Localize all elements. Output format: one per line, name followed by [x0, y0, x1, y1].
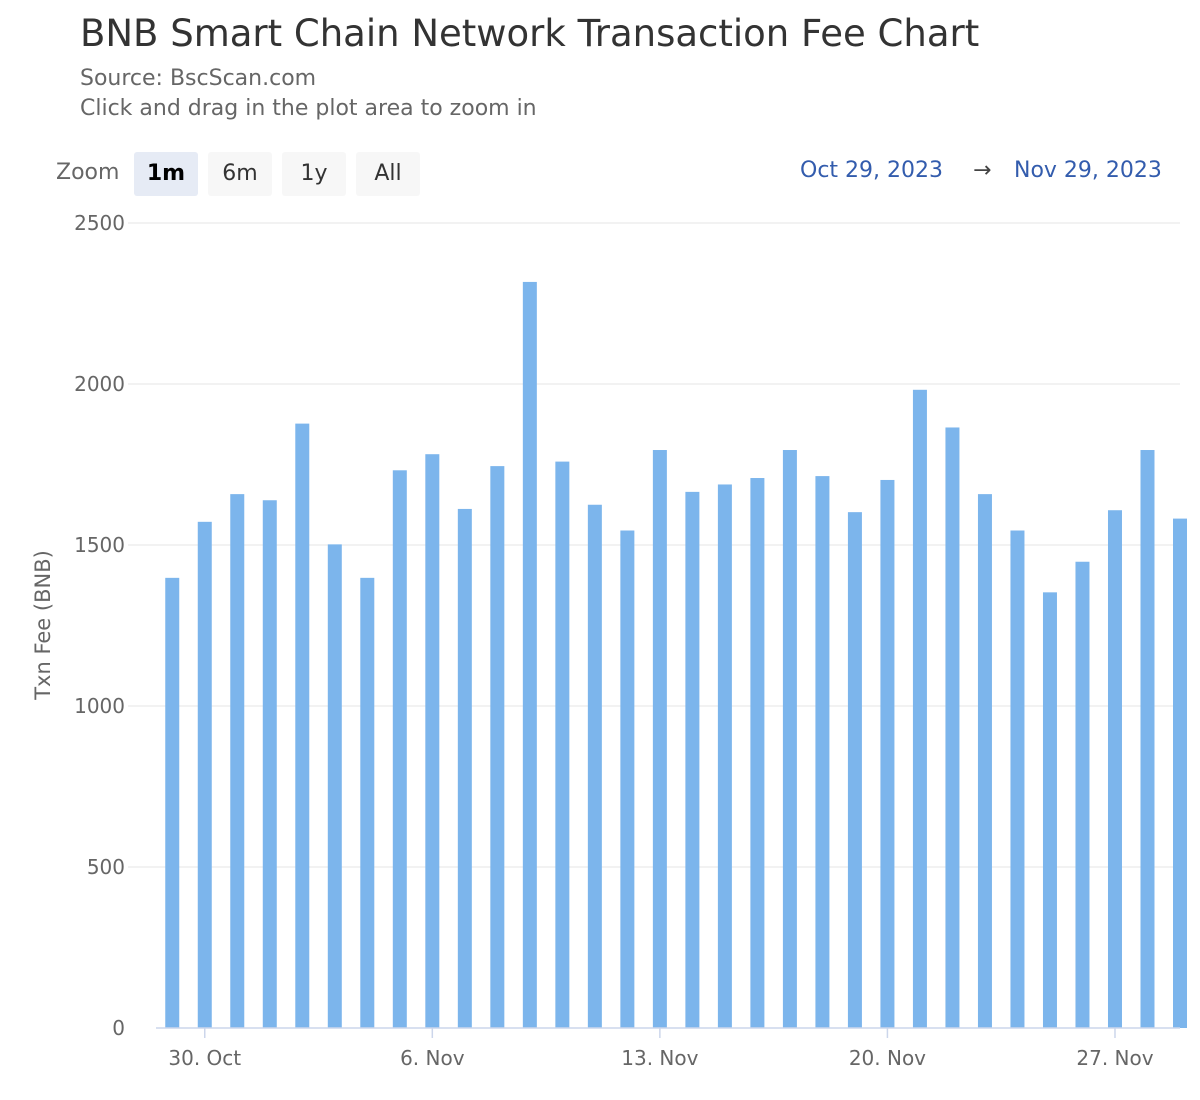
- fee-bar[interactable]: [1107, 510, 1122, 1028]
- fee-bar[interactable]: [912, 389, 927, 1028]
- fee-bar[interactable]: [1140, 450, 1155, 1028]
- y-tick-label: 0: [112, 1016, 125, 1040]
- fee-bar[interactable]: [1173, 518, 1187, 1028]
- x-tick-label: 13. Nov: [621, 1046, 698, 1070]
- zoom-label: Zoom: [56, 160, 120, 185]
- fee-bar[interactable]: [555, 461, 570, 1028]
- fee-bar[interactable]: [685, 491, 700, 1028]
- zoom-all-button[interactable]: All: [356, 152, 420, 196]
- fee-bar[interactable]: [490, 466, 505, 1028]
- fee-bar[interactable]: [782, 450, 797, 1028]
- fee-bar[interactable]: [457, 508, 472, 1028]
- range-from-input[interactable]: Oct 29, 2023: [800, 158, 943, 183]
- x-tick-label: 6. Nov: [400, 1046, 465, 1070]
- fee-bar[interactable]: [880, 479, 895, 1028]
- y-tick-label: 2000: [74, 372, 125, 396]
- x-tick-label: 20. Nov: [849, 1046, 926, 1070]
- fee-bar[interactable]: [197, 521, 212, 1028]
- chart-title: BNB Smart Chain Network Transaction Fee …: [80, 12, 980, 55]
- fee-bar[interactable]: [360, 577, 375, 1028]
- range-to-input[interactable]: Nov 29, 2023: [1014, 158, 1162, 183]
- y-tick-label: 1500: [74, 533, 125, 557]
- y-tick-label: 2500: [74, 211, 125, 235]
- fee-bar[interactable]: [620, 530, 635, 1028]
- chart-subtitle: Source: BscScan.com: [80, 66, 317, 91]
- y-axis-title: Txn Fee (BNB): [31, 550, 55, 701]
- fee-bar[interactable]: [1075, 561, 1090, 1028]
- fee-bar[interactable]: [717, 484, 732, 1028]
- zoom-hint: Click and drag in the plot area to zoom …: [80, 96, 537, 121]
- fee-bar[interactable]: [1010, 530, 1025, 1028]
- fee-bar[interactable]: [945, 427, 960, 1029]
- fee-bar[interactable]: [587, 504, 602, 1028]
- fee-bar[interactable]: [652, 450, 667, 1028]
- fee-bar[interactable]: [392, 470, 407, 1028]
- fee-bar[interactable]: [327, 544, 342, 1028]
- y-tick-label: 500: [87, 855, 125, 879]
- zoom-1y-button[interactable]: 1y: [282, 152, 346, 196]
- fee-bar[interactable]: [1042, 592, 1057, 1028]
- x-tick-label: 30. Oct: [168, 1046, 241, 1070]
- range-arrow: →: [973, 158, 992, 183]
- fee-bar[interactable]: [750, 478, 765, 1028]
- x-tick-label: 27. Nov: [1076, 1046, 1153, 1070]
- fee-bar[interactable]: [977, 494, 992, 1028]
- fee-bar[interactable]: [522, 281, 537, 1028]
- zoom-6m-button[interactable]: 6m: [208, 152, 272, 196]
- fee-bar[interactable]: [262, 500, 277, 1028]
- fee-bar[interactable]: [165, 577, 180, 1028]
- y-tick-label: 1000: [74, 694, 125, 718]
- fee-bar[interactable]: [815, 476, 830, 1028]
- fee-bar[interactable]: [295, 423, 310, 1029]
- zoom-1m-button[interactable]: 1m: [134, 152, 198, 196]
- fee-bar[interactable]: [847, 512, 862, 1028]
- fee-bar[interactable]: [425, 454, 440, 1028]
- fee-bar[interactable]: [230, 494, 245, 1028]
